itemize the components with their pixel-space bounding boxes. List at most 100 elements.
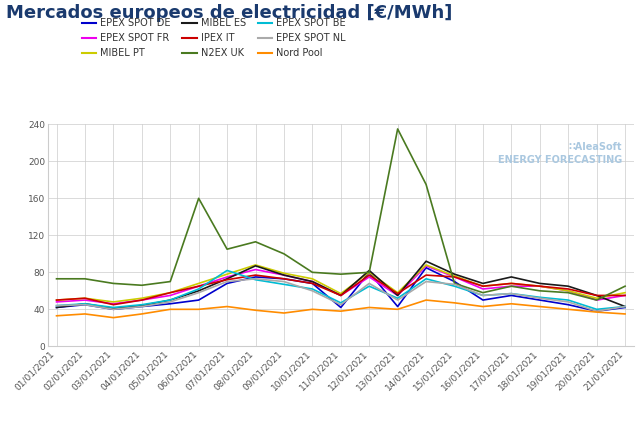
MIBEL ES [593, 293, 600, 298]
EPEX SPOT BE [195, 286, 202, 292]
N2EX UK [479, 290, 487, 295]
Nord Pool [81, 311, 89, 317]
MIBEL ES [308, 279, 316, 284]
N2EX UK [223, 246, 231, 252]
EPEX SPOT NL [138, 304, 146, 309]
MIBEL PT [394, 290, 401, 295]
EPEX SPOT DE [451, 279, 458, 284]
Nord Pool [195, 307, 202, 312]
EPEX SPOT NL [337, 302, 345, 307]
Line: IPEX IT: IPEX IT [56, 275, 625, 305]
EPEX SPOT FR [280, 273, 288, 278]
EPEX SPOT BE [166, 297, 174, 303]
MIBEL ES [365, 268, 373, 273]
EPEX SPOT NL [508, 291, 515, 296]
MIBEL ES [536, 281, 543, 286]
EPEX SPOT DE [365, 270, 373, 275]
MIBEL ES [166, 297, 174, 303]
MIBEL ES [109, 306, 117, 311]
MIBEL ES [280, 273, 288, 278]
EPEX SPOT DE [394, 304, 401, 309]
Nord Pool [536, 304, 543, 309]
MIBEL PT [479, 284, 487, 289]
MIBEL ES [337, 293, 345, 298]
EPEX SPOT FR [52, 299, 60, 305]
IPEX IT [308, 281, 316, 286]
EPEX SPOT NL [451, 281, 458, 287]
IPEX IT [365, 273, 373, 278]
EPEX SPOT FR [308, 279, 316, 284]
EPEX SPOT DE [280, 276, 288, 281]
MIBEL ES [394, 293, 401, 298]
N2EX UK [195, 196, 202, 201]
Nord Pool [394, 307, 401, 312]
MIBEL PT [109, 299, 117, 305]
EPEX SPOT DE [422, 265, 430, 270]
EPEX SPOT BE [451, 284, 458, 289]
EPEX SPOT DE [508, 293, 515, 298]
Text: ∷AleaSoft
ENERGY FORECASTING: ∷AleaSoft ENERGY FORECASTING [498, 142, 622, 165]
EPEX SPOT NL [308, 288, 316, 293]
IPEX IT [422, 273, 430, 278]
N2EX UK [138, 283, 146, 288]
EPEX SPOT DE [138, 304, 146, 309]
EPEX SPOT BE [52, 303, 60, 308]
EPEX SPOT BE [593, 307, 600, 312]
MIBEL ES [81, 301, 89, 306]
EPEX SPOT DE [223, 281, 231, 286]
EPEX SPOT NL [394, 297, 401, 303]
N2EX UK [166, 279, 174, 284]
EPEX SPOT FR [451, 274, 458, 280]
N2EX UK [564, 290, 572, 295]
Line: EPEX SPOT BE: EPEX SPOT BE [56, 270, 625, 309]
MIBEL PT [564, 288, 572, 293]
EPEX SPOT NL [593, 309, 600, 314]
MIBEL ES [52, 305, 60, 310]
MIBEL PT [536, 284, 543, 289]
EPEX SPOT NL [166, 299, 174, 305]
MIBEL ES [508, 274, 515, 280]
EPEX SPOT NL [280, 279, 288, 284]
N2EX UK [81, 276, 89, 281]
EPEX SPOT NL [195, 290, 202, 295]
Nord Pool [479, 304, 487, 309]
MIBEL PT [280, 270, 288, 276]
MIBEL ES [252, 263, 259, 269]
N2EX UK [365, 270, 373, 275]
Nord Pool [308, 307, 316, 312]
EPEX SPOT DE [81, 302, 89, 307]
Line: EPEX SPOT DE: EPEX SPOT DE [56, 268, 625, 311]
EPEX SPOT FR [166, 293, 174, 298]
EPEX SPOT DE [593, 309, 600, 314]
EPEX SPOT DE [536, 297, 543, 303]
MIBEL PT [195, 281, 202, 286]
N2EX UK [508, 284, 515, 289]
MIBEL ES [138, 303, 146, 308]
Nord Pool [451, 300, 458, 305]
EPEX SPOT DE [621, 305, 629, 310]
EPEX SPOT FR [479, 286, 487, 292]
IPEX IT [81, 296, 89, 301]
Nord Pool [337, 309, 345, 314]
Nord Pool [564, 307, 572, 312]
IPEX IT [252, 273, 259, 278]
IPEX IT [223, 277, 231, 282]
N2EX UK [621, 284, 629, 289]
Line: MIBEL ES: MIBEL ES [56, 261, 625, 309]
Nord Pool [223, 304, 231, 309]
EPEX SPOT NL [536, 296, 543, 301]
EPEX SPOT NL [52, 303, 60, 308]
EPEX SPOT NL [109, 307, 117, 312]
MIBEL PT [451, 274, 458, 279]
IPEX IT [621, 293, 629, 298]
IPEX IT [109, 302, 117, 307]
MIBEL PT [508, 281, 515, 286]
N2EX UK [52, 276, 60, 281]
Line: EPEX SPOT FR: EPEX SPOT FR [56, 266, 625, 304]
IPEX IT [195, 284, 202, 289]
MIBEL PT [81, 296, 89, 301]
EPEX SPOT FR [508, 284, 515, 289]
N2EX UK [394, 126, 401, 131]
EPEX SPOT BE [308, 286, 316, 292]
MIBEL PT [52, 297, 60, 303]
